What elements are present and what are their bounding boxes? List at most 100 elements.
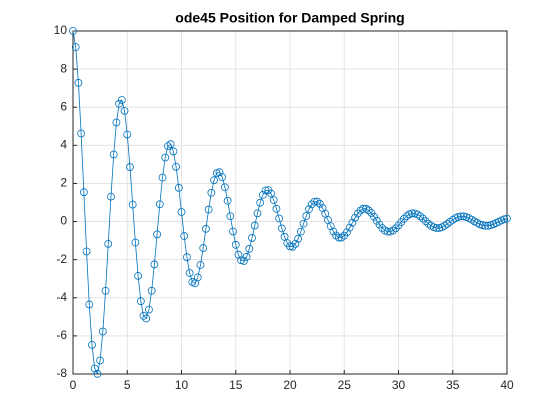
data-marker xyxy=(207,188,216,197)
data-marker xyxy=(69,27,77,35)
data-marker xyxy=(96,356,105,365)
data-marker xyxy=(408,209,416,218)
data-marker xyxy=(288,242,297,251)
x-tick-label: 20 xyxy=(283,378,297,392)
data-marker xyxy=(454,213,463,221)
data-marker xyxy=(218,173,227,182)
data-marker xyxy=(291,239,300,248)
data-marker xyxy=(440,221,449,230)
data-marker xyxy=(180,232,189,240)
data-marker xyxy=(256,198,265,207)
data-marker xyxy=(199,244,208,252)
data-marker xyxy=(85,300,94,309)
data-marker xyxy=(337,233,346,242)
data-marker xyxy=(315,199,324,208)
data-marker xyxy=(98,327,107,336)
data-marker xyxy=(82,247,91,256)
data-marker xyxy=(215,168,224,177)
data-marker xyxy=(231,240,240,249)
data-marker xyxy=(155,200,164,209)
data-marker xyxy=(443,219,452,228)
data-marker xyxy=(229,227,237,236)
x-tick-label: 30 xyxy=(392,378,406,392)
data-marker xyxy=(253,209,262,218)
data-marker xyxy=(161,153,170,162)
data-marker xyxy=(391,224,400,233)
data-marker xyxy=(196,261,205,269)
data-marker xyxy=(193,273,202,282)
data-marker xyxy=(123,130,132,139)
data-marker xyxy=(478,221,487,230)
data-marker xyxy=(107,192,115,201)
data-marker xyxy=(88,340,96,349)
data-marker xyxy=(272,204,281,213)
data-marker xyxy=(185,269,194,277)
data-marker xyxy=(419,214,427,223)
data-marker xyxy=(413,210,422,219)
data-marker xyxy=(109,150,118,159)
y-tick-label: 10 xyxy=(54,23,68,37)
data-marker xyxy=(220,183,229,192)
x-tick-label: 10 xyxy=(175,378,189,392)
data-marker xyxy=(245,244,254,253)
data-marker xyxy=(456,212,465,221)
data-marker xyxy=(296,227,305,236)
data-marker xyxy=(239,257,248,265)
y-tick-label: -2 xyxy=(56,252,67,266)
data-marker xyxy=(258,190,267,199)
data-marker xyxy=(329,227,338,236)
data-marker xyxy=(166,140,175,149)
data-marker xyxy=(242,252,251,261)
data-marker xyxy=(351,213,360,222)
y-tick-label: 8 xyxy=(60,61,67,75)
data-marker xyxy=(150,260,159,269)
data-marker xyxy=(305,205,313,214)
data-marker xyxy=(226,212,235,221)
data-marker xyxy=(356,206,365,215)
data-marker xyxy=(223,196,232,205)
data-marker xyxy=(364,206,373,215)
data-marker xyxy=(359,204,368,213)
x-tick-label: 25 xyxy=(338,378,352,392)
data-marker xyxy=(131,238,140,247)
y-tick-label: 2 xyxy=(60,176,67,190)
data-line xyxy=(72,30,508,376)
data-marker xyxy=(275,214,284,223)
data-marker xyxy=(210,176,218,185)
data-marker xyxy=(424,219,433,228)
y-tick-label: -8 xyxy=(56,366,67,380)
data-marker xyxy=(174,183,183,192)
data-marker xyxy=(126,163,134,171)
data-marker xyxy=(481,221,490,230)
data-marker xyxy=(136,297,145,306)
data-marker xyxy=(120,106,129,115)
data-marker xyxy=(432,224,441,232)
x-tick-label: 0 xyxy=(70,378,77,392)
data-marker xyxy=(503,214,511,223)
data-marker xyxy=(117,96,126,104)
data-marker xyxy=(334,233,343,242)
data-marker xyxy=(378,224,387,232)
data-marker xyxy=(183,253,191,262)
data-marker xyxy=(158,173,167,182)
x-tick-label: 5 xyxy=(124,378,131,392)
data-marker xyxy=(71,43,80,51)
y-tick-label: 6 xyxy=(60,99,67,113)
data-marker xyxy=(248,234,256,242)
data-marker xyxy=(313,197,322,206)
data-marker xyxy=(77,129,86,138)
data-marker xyxy=(112,118,121,127)
data-marker xyxy=(164,142,172,150)
x-tick-label: 35 xyxy=(446,378,460,392)
data-marker xyxy=(345,223,354,232)
data-marker xyxy=(400,214,408,223)
data-marker xyxy=(202,224,210,233)
data-marker xyxy=(134,271,143,280)
data-marker xyxy=(172,162,180,171)
data-marker xyxy=(153,230,161,239)
x-tick-label: 40 xyxy=(500,378,514,392)
data-marker xyxy=(269,196,278,204)
data-marker xyxy=(383,227,392,236)
y-tick-label: 0 xyxy=(60,214,67,228)
